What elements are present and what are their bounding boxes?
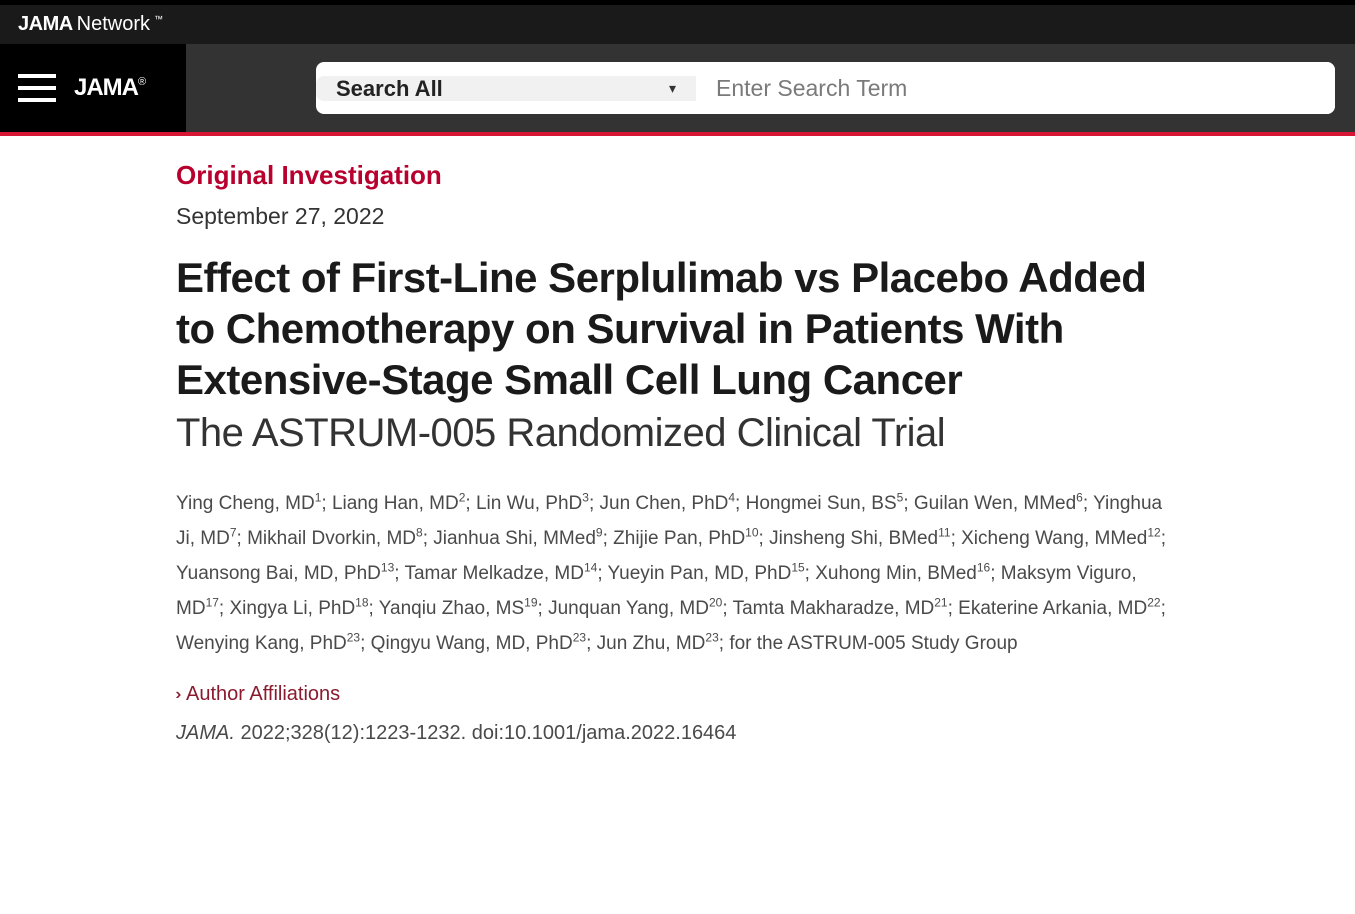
network-suffix: Network bbox=[77, 13, 150, 36]
network-top-bar: JAMA Network ™ bbox=[0, 0, 1355, 44]
author[interactable]: Wenying Kang, PhD23 bbox=[176, 633, 360, 654]
site-brand[interactable]: JAMA® bbox=[74, 74, 145, 102]
article-title: Effect of First-Line Serplulimab vs Plac… bbox=[176, 252, 1180, 406]
author[interactable]: Zhijie Pan, PhD10 bbox=[613, 528, 758, 549]
menu-block: JAMA® bbox=[0, 44, 186, 132]
article-subtitle: The ASTRUM-005 Randomized Clinical Trial bbox=[176, 408, 1180, 458]
authors-group-suffix: ; for the ASTRUM-005 Study Group bbox=[719, 633, 1018, 654]
author[interactable]: Lin Wu, PhD3 bbox=[476, 493, 589, 514]
citation-details: 2022;328(12):1223-1232. doi:10.1001/jama… bbox=[235, 722, 737, 744]
author[interactable]: Ying Cheng, MD1 bbox=[176, 493, 321, 514]
affiliations-label: Author Affiliations bbox=[186, 683, 340, 706]
author[interactable]: Junquan Yang, MD20 bbox=[548, 598, 722, 619]
author[interactable]: Mikhail Dvorkin, MD8 bbox=[247, 528, 423, 549]
author[interactable]: Yanqiu Zhao, MS19 bbox=[379, 598, 538, 619]
author[interactable]: Tamar Melkadze, MD14 bbox=[404, 563, 597, 584]
hamburger-menu-icon[interactable] bbox=[18, 74, 56, 102]
author[interactable]: Xicheng Wang, MMed12 bbox=[961, 528, 1161, 549]
main-nav-bar: JAMA® Search All bbox=[0, 44, 1355, 132]
article-category[interactable]: Original Investigation bbox=[176, 160, 1180, 191]
site-brand-text: JAMA bbox=[74, 74, 138, 101]
citation-journal: JAMA. bbox=[176, 722, 235, 744]
article-citation: JAMA. 2022;328(12):1223-1232. doi:10.100… bbox=[176, 722, 1180, 745]
author[interactable]: Qingyu Wang, MD, PhD23 bbox=[371, 633, 586, 654]
author[interactable]: Yuansong Bai, MD, PhD13 bbox=[176, 563, 394, 584]
search-container: Search All bbox=[186, 44, 1355, 132]
author[interactable]: Ekaterine Arkania, MD22 bbox=[958, 598, 1160, 619]
author[interactable]: Yueyin Pan, MD, PhD15 bbox=[608, 563, 805, 584]
network-logo[interactable]: JAMA Network ™ bbox=[18, 13, 163, 36]
registered-symbol: ® bbox=[138, 76, 145, 88]
author[interactable]: Jinsheng Shi, BMed11 bbox=[769, 528, 950, 549]
article-date: September 27, 2022 bbox=[176, 203, 1180, 230]
author[interactable]: Xuhong Min, BMed16 bbox=[815, 563, 990, 584]
authors-list: Ying Cheng, MD1; Liang Han, MD2; Lin Wu,… bbox=[176, 486, 1180, 662]
trademark-symbol: ™ bbox=[154, 14, 163, 24]
search-scope-select[interactable]: Search All bbox=[316, 76, 696, 101]
author[interactable]: Tamta Makharadze, MD21 bbox=[733, 598, 948, 619]
author[interactable]: Jianhua Shi, MMed9 bbox=[433, 528, 602, 549]
author[interactable]: Jun Zhu, MD23 bbox=[597, 633, 719, 654]
author[interactable]: Hongmei Sun, BS5 bbox=[746, 493, 904, 514]
author-affiliations-toggle[interactable]: ›› Author Affiliations bbox=[176, 683, 1180, 706]
author[interactable]: Xingya Li, PhD18 bbox=[229, 598, 368, 619]
author[interactable]: Guilan Wen, MMed6 bbox=[914, 493, 1083, 514]
author[interactable]: Liang Han, MD2 bbox=[332, 493, 465, 514]
search-box: Search All bbox=[316, 62, 1335, 114]
article-content: Original Investigation September 27, 202… bbox=[0, 136, 1200, 785]
search-scope-wrap: Search All bbox=[316, 62, 696, 114]
author[interactable]: Jun Chen, PhD4 bbox=[600, 493, 736, 514]
search-input[interactable] bbox=[696, 62, 1335, 114]
network-brand: JAMA bbox=[18, 13, 73, 36]
